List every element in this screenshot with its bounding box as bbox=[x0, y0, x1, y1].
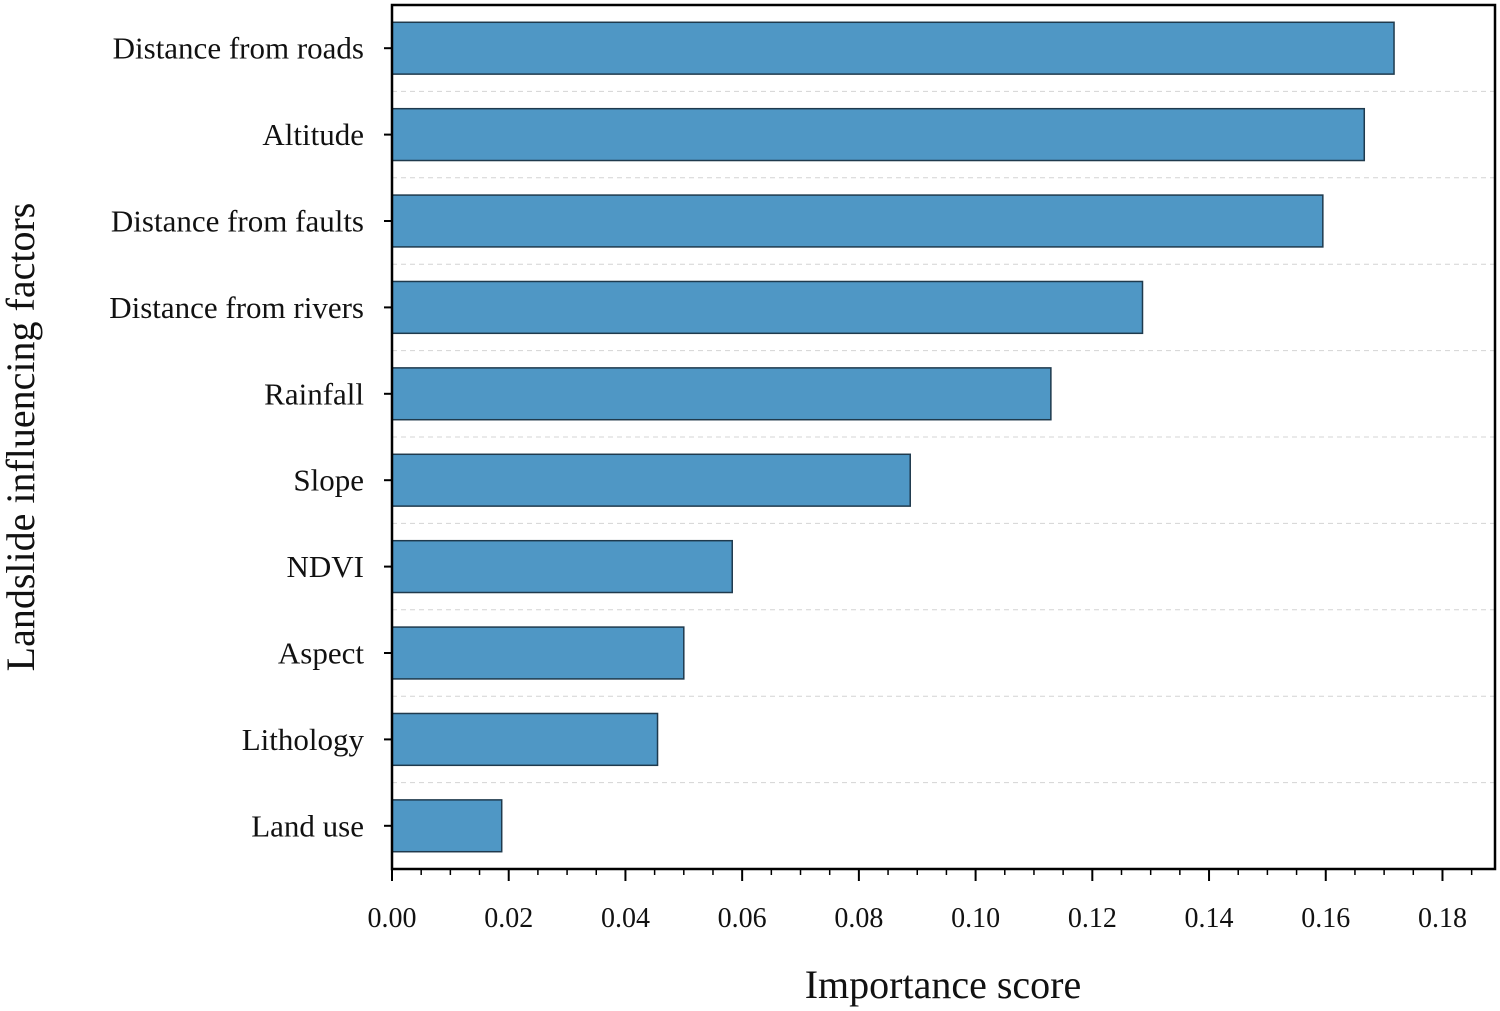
x-tick-label: 0.06 bbox=[718, 903, 767, 934]
y-tick-label: Land use bbox=[251, 808, 364, 843]
x-tick-label: 0.04 bbox=[601, 903, 650, 934]
x-tick-label: 0.02 bbox=[484, 903, 533, 934]
y-tick-label: Distance from roads bbox=[113, 31, 364, 66]
x-axis-title: Importance score bbox=[805, 962, 1082, 1007]
bar bbox=[391, 367, 1052, 421]
x-tick-label: 0.18 bbox=[1418, 903, 1467, 934]
y-tick-label: NDVI bbox=[287, 549, 365, 584]
bar bbox=[391, 107, 1366, 162]
x-tick-label: 0.10 bbox=[951, 903, 1000, 934]
y-tick-label: Rainfall bbox=[264, 376, 364, 411]
bar bbox=[391, 626, 685, 680]
bar bbox=[391, 21, 1395, 75]
y-tick-label: Slope bbox=[293, 463, 364, 498]
y-axis-title: Landslide influencing factors bbox=[0, 203, 43, 672]
bar bbox=[391, 280, 1144, 335]
axes bbox=[384, 3, 1497, 881]
y-tick-label: Distance from faults bbox=[111, 204, 364, 239]
labels: Distance from roads Altitude Distance from… bbox=[109, 31, 1467, 934]
bar bbox=[391, 453, 911, 507]
bar bbox=[391, 194, 1324, 248]
grid-lines bbox=[392, 90, 1495, 784]
y-tick-label: Distance from rivers bbox=[109, 290, 364, 325]
x-tick-label: 0.08 bbox=[834, 903, 883, 934]
y-tick-label: Aspect bbox=[278, 636, 364, 671]
x-tick-label: 0.14 bbox=[1185, 903, 1234, 934]
plot-frame bbox=[390, 3, 1497, 871]
bar bbox=[391, 712, 659, 767]
y-tick-label: Altitude bbox=[262, 117, 364, 152]
x-tick-label: 0.00 bbox=[368, 903, 417, 934]
bars bbox=[391, 21, 1395, 853]
bar bbox=[391, 539, 733, 594]
bar bbox=[391, 799, 503, 853]
x-tick-label: 0.12 bbox=[1068, 903, 1117, 934]
x-tick-label: 0.16 bbox=[1301, 903, 1350, 934]
y-tick-label: Lithology bbox=[242, 722, 365, 757]
